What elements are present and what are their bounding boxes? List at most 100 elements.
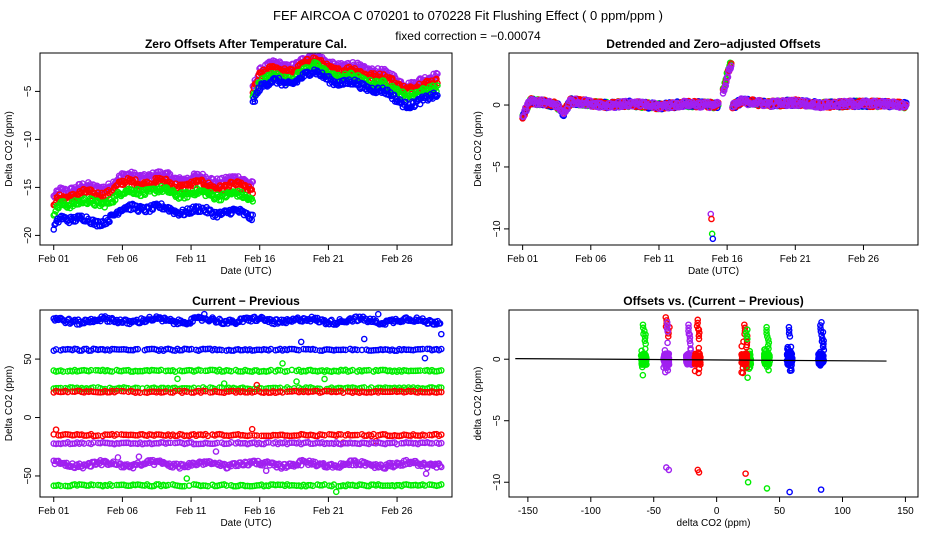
panel-detrended: Detrended and Zero−adjusted Offsets Feb 0… (473, 37, 919, 277)
point-green (217, 196, 225, 204)
point-purple (218, 460, 226, 468)
point-blue (421, 354, 429, 362)
y-tick-label: −15 (23, 178, 34, 195)
x-tick-label: Feb 26 (381, 254, 413, 265)
point-green (249, 198, 257, 205)
x-tick-label: Feb 26 (848, 254, 880, 265)
point-spike-purple (727, 62, 735, 70)
point-blue (251, 98, 259, 105)
x-axis-label: Date (UTC) (688, 266, 739, 277)
x-tick-label: Feb 21 (780, 254, 812, 265)
point-green (51, 211, 58, 218)
point-blue (132, 345, 139, 353)
plot-area (519, 59, 910, 243)
figure-subtitle: fixed correction = −0.00074 (395, 29, 541, 43)
point-green (279, 360, 286, 367)
point-green (183, 475, 191, 482)
point-purple (426, 439, 433, 447)
point-purple (520, 113, 527, 120)
point-blue (374, 310, 382, 318)
y-tick-label: −5 (492, 161, 503, 173)
point-blue (360, 335, 368, 343)
point-blue (437, 330, 445, 338)
point-green (101, 203, 108, 211)
point-blue (297, 338, 305, 346)
point-green (178, 482, 186, 490)
x-tick-label: Feb 06 (575, 254, 607, 265)
point-blue (134, 345, 142, 353)
point-blue (436, 320, 444, 327)
point-green (332, 488, 340, 496)
point-blue (106, 218, 113, 226)
x-tick-label: Feb 01 (507, 254, 539, 265)
y-tick-label: −10 (492, 220, 503, 237)
point-purple (135, 453, 143, 460)
point-purple (164, 439, 172, 447)
x-tick-label: Feb 06 (107, 254, 139, 265)
point-green (434, 82, 441, 89)
x-tick-label: Feb 01 (38, 254, 70, 265)
point-red (253, 381, 261, 389)
point-red (199, 387, 207, 395)
point-red (437, 388, 445, 396)
chart-title: Detrended and Zero−adjusted Offsets (606, 37, 821, 51)
point-green (237, 188, 245, 196)
point-purple (262, 467, 270, 475)
y-axis-label: Delta CO2 (ppm) (473, 111, 484, 187)
point-green (220, 380, 228, 387)
plot-frame (39, 52, 453, 246)
point-green (414, 367, 422, 375)
point-outlier (709, 235, 717, 243)
x-tick-label: Feb 21 (313, 254, 345, 265)
point-red (251, 432, 258, 439)
plot-frame (508, 52, 919, 246)
point-red (335, 431, 342, 438)
plot-area (50, 53, 441, 233)
point-spike-purple (722, 82, 730, 90)
point-blue (192, 203, 200, 210)
point-purple (437, 439, 445, 447)
point-purple (166, 170, 174, 178)
point-green (174, 375, 181, 383)
x-axis-label: Date (UTC) (220, 266, 271, 277)
point-red (94, 189, 102, 196)
figure-title: FEF AIRCOA C 070201 to 070228 Fit Flushi… (273, 8, 663, 23)
point-blue (434, 92, 441, 99)
y-tick-label: −5 (23, 85, 34, 97)
point-green (235, 187, 242, 195)
y-tick-label: −10 (23, 130, 34, 147)
point-green (293, 378, 300, 385)
point-blue (249, 211, 257, 219)
point-purple (386, 459, 394, 467)
y-tick-label: 0 (492, 102, 503, 108)
point-red (437, 431, 445, 438)
point-purple (249, 178, 257, 186)
x-tick-label: Feb 16 (712, 254, 744, 265)
point-red (118, 387, 125, 395)
point-blue (437, 345, 445, 353)
point-purple (564, 105, 571, 112)
point-red (52, 426, 60, 433)
point-purple (114, 454, 122, 461)
point-green (321, 375, 328, 383)
plot-area (50, 310, 445, 496)
point-red (351, 431, 359, 439)
point-red (433, 75, 440, 83)
point-outlier (708, 215, 715, 223)
point-purple (714, 100, 722, 107)
x-tick-label: Feb 11 (644, 254, 675, 265)
point-green (274, 366, 282, 374)
point-purple (523, 107, 530, 114)
point-purple (370, 461, 377, 468)
point-green (437, 367, 445, 374)
point-red (248, 186, 256, 193)
point-red (248, 425, 256, 433)
point-purple (902, 101, 910, 108)
chart-title: Zero Offsets After Temperature Cal. (145, 37, 347, 51)
x-tick-label: Feb 16 (244, 254, 276, 265)
point-red (435, 388, 443, 396)
panel-zero-offsets: Zero Offsets After Temperature Cal. Feb 0… (4, 37, 453, 277)
